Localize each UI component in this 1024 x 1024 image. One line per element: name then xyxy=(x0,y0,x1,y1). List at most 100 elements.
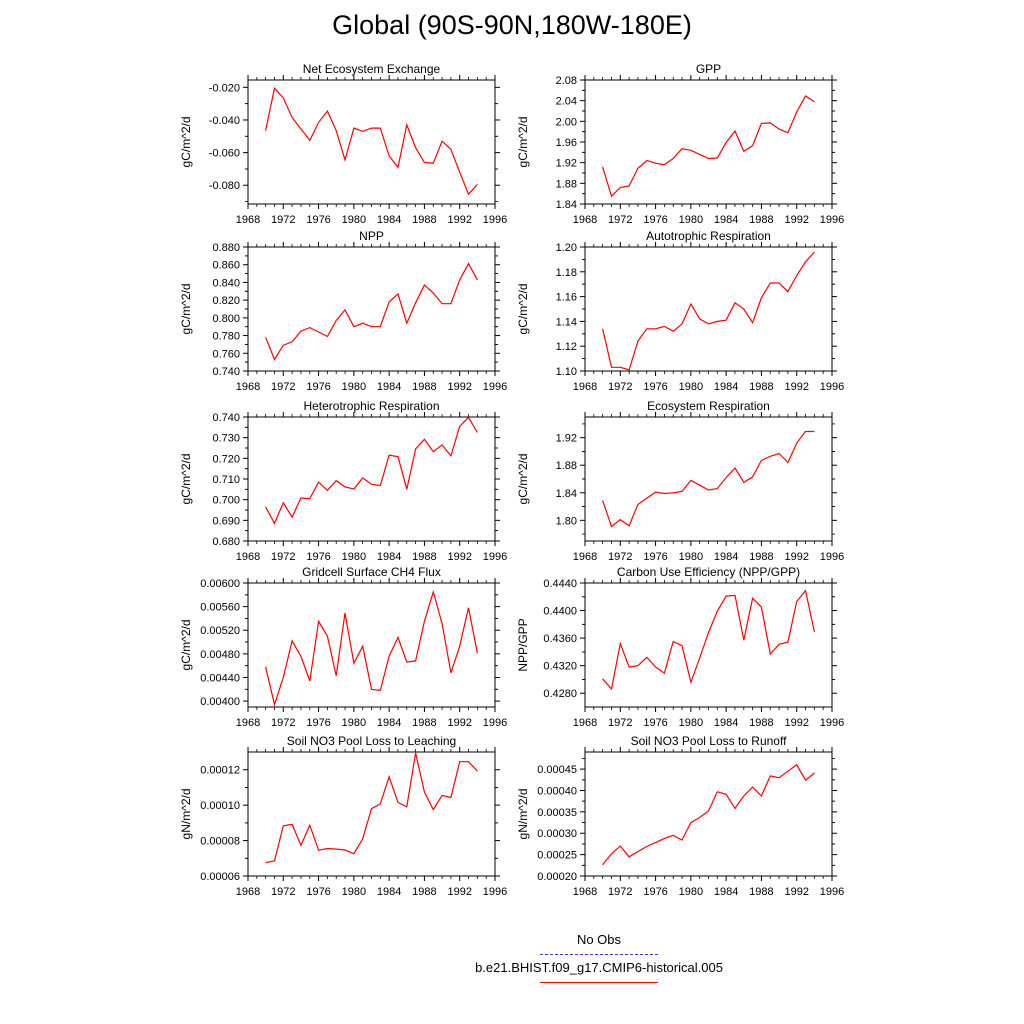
x-tick-label: 1992 xyxy=(784,717,808,729)
y-tick-label: 0.00012 xyxy=(200,765,240,777)
x-tick-label: 1984 xyxy=(377,886,401,898)
x-tick-label: 1988 xyxy=(412,717,436,729)
y-tick-label: 0.4320 xyxy=(543,661,577,673)
y-tick-label: 0.740 xyxy=(212,412,240,424)
y-tick-label: 0.00008 xyxy=(200,836,240,848)
y-axis-label: NPP/GPP xyxy=(516,618,530,671)
series-line-model xyxy=(265,752,478,864)
y-tick-label: 1.20 xyxy=(556,242,577,254)
x-tick-label: 1976 xyxy=(643,886,667,898)
panel-title: Soil NO3 Pool Loss to Runoff xyxy=(631,734,788,748)
x-tick-label: 1972 xyxy=(608,551,632,563)
x-tick-label: 1988 xyxy=(749,551,773,563)
chart-panel-8: Carbon Use Efficiency (NPP/GPP) NPP/GPP 19… xyxy=(516,565,844,729)
y-tick-label: 0.00480 xyxy=(200,649,240,661)
x-tick-label: 1988 xyxy=(412,551,436,563)
x-tick-label: 1996 xyxy=(820,381,844,393)
x-tick-label: 1980 xyxy=(342,886,366,898)
x-tick-label: 1980 xyxy=(679,214,703,226)
y-tick-label: 1.16 xyxy=(556,292,577,304)
panel-title: Gridcell Surface CH4 Flux xyxy=(302,565,441,579)
y-tick-label: 0.720 xyxy=(212,453,240,465)
y-tick-label: 0.00045 xyxy=(537,764,577,776)
y-axis-label: gN/m^2/d xyxy=(179,789,193,840)
x-tick-label: 1972 xyxy=(608,886,632,898)
x-tick-label: 1996 xyxy=(820,214,844,226)
x-tick-label: 1976 xyxy=(643,381,667,393)
y-tick-label: 1.88 xyxy=(556,460,577,472)
y-axis-label: gC/m^2/d xyxy=(516,284,530,335)
chart-panel-4: Autotrophic Respiration gC/m^2/d 1968 1972 1… xyxy=(516,229,844,393)
y-tick-label: 1.14 xyxy=(556,316,577,328)
x-tick-label: 1996 xyxy=(483,551,507,563)
y-tick-label: 0.00025 xyxy=(537,850,577,862)
panel-title: Ecosystem Respiration xyxy=(647,399,770,413)
x-tick-label: 1968 xyxy=(236,214,260,226)
x-tick-label: 1976 xyxy=(643,717,667,729)
series-line-model xyxy=(265,86,478,196)
panel-title: Net Ecosystem Exchange xyxy=(303,62,441,76)
y-tick-label: 1.96 xyxy=(556,137,577,149)
y-tick-label: 0.710 xyxy=(212,474,240,486)
x-tick-label: 1980 xyxy=(679,381,703,393)
x-tick-label: 1992 xyxy=(784,551,808,563)
y-tick-label: 0.700 xyxy=(212,495,240,507)
x-tick-label: 1980 xyxy=(679,886,703,898)
y-axis-label: gC/m^2/d xyxy=(179,284,193,335)
x-tick-label: 1968 xyxy=(573,381,597,393)
x-tick-label: 1984 xyxy=(377,717,401,729)
x-tick-label: 1992 xyxy=(784,886,808,898)
chart-panel-1: Net Ecosystem Exchange gC/m^2/d 1968 1972 19… xyxy=(179,62,507,226)
plot-frame xyxy=(247,246,496,372)
x-tick-label: 1968 xyxy=(573,886,597,898)
y-axis-label: gC/m^2/d xyxy=(179,454,193,505)
x-tick-label: 1972 xyxy=(271,717,295,729)
figure-title: Global (90S-90N,180W-180E) xyxy=(332,10,692,40)
x-tick-label: 1984 xyxy=(377,214,401,226)
x-tick-label: 1968 xyxy=(236,717,260,729)
x-tick-label: 1984 xyxy=(377,381,401,393)
x-tick-label: 1996 xyxy=(483,214,507,226)
y-tick-label: 0.00600 xyxy=(200,578,240,590)
x-tick-label: 1996 xyxy=(483,886,507,898)
y-tick-label: 0.00560 xyxy=(200,602,240,614)
y-tick-label: 0.00440 xyxy=(200,672,240,684)
y-tick-label: 0.840 xyxy=(212,277,240,289)
chart-panel-2: GPP gC/m^2/d 1968 1972 1976 1980 1984 1988 1992 1… xyxy=(516,62,844,226)
legend-label-model: b.e21.BHIST.f09_g17.CMIP6-historical.005 xyxy=(475,960,723,975)
y-tick-label: 0.4360 xyxy=(543,633,577,645)
y-tick-label: 0.4280 xyxy=(543,688,577,700)
y-tick-label: 0.740 xyxy=(212,366,240,378)
y-tick-label: 1.92 xyxy=(556,433,577,445)
plot-frame xyxy=(584,246,833,372)
x-tick-label: 1988 xyxy=(749,717,773,729)
plot-frame xyxy=(247,416,496,542)
y-tick-label: 0.880 xyxy=(212,242,240,254)
y-tick-label: 0.860 xyxy=(212,260,240,272)
x-tick-label: 1988 xyxy=(749,886,773,898)
chart-panel-6: Ecosystem Respiration gC/m^2/d 1968 1972 197… xyxy=(516,399,844,563)
y-tick-label: 0.800 xyxy=(212,313,240,325)
series-line-model xyxy=(602,251,815,371)
panel-title: Heterotrophic Respiration xyxy=(303,399,439,413)
x-tick-label: 1976 xyxy=(643,551,667,563)
y-tick-label: -0.060 xyxy=(209,148,240,160)
legend-label-obs: No Obs xyxy=(576,932,622,947)
x-tick-label: 1992 xyxy=(784,381,808,393)
series-line-model xyxy=(265,262,478,361)
plot-frame xyxy=(584,751,833,877)
x-tick-label: 1980 xyxy=(342,717,366,729)
x-tick-label: 1988 xyxy=(749,214,773,226)
x-tick-label: 1968 xyxy=(573,551,597,563)
y-tick-label: 1.88 xyxy=(556,178,577,190)
y-tick-label: 1.12 xyxy=(556,341,577,353)
series-line-model xyxy=(602,430,815,528)
x-tick-label: 1992 xyxy=(447,717,471,729)
x-tick-label: 1980 xyxy=(342,551,366,563)
panel-title: Carbon Use Efficiency (NPP/GPP) xyxy=(617,565,800,579)
x-tick-label: 1972 xyxy=(608,717,632,729)
legend-line-model xyxy=(540,982,658,983)
x-tick-label: 1980 xyxy=(342,381,366,393)
x-tick-label: 1972 xyxy=(271,551,295,563)
